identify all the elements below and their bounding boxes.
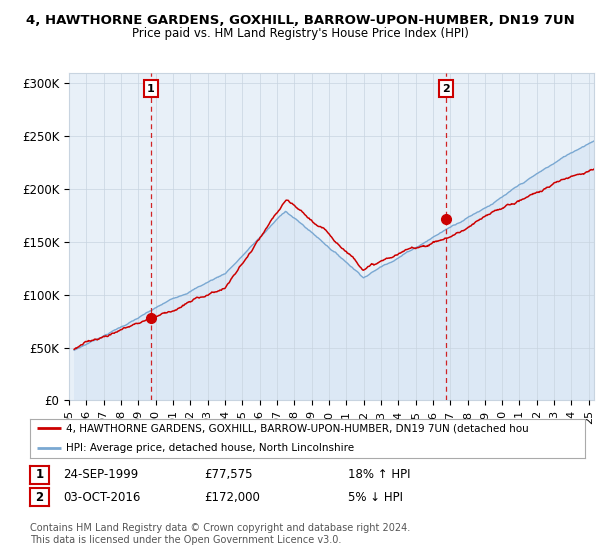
Text: 4, HAWTHORNE GARDENS, GOXHILL, BARROW-UPON-HUMBER, DN19 7UN: 4, HAWTHORNE GARDENS, GOXHILL, BARROW-UP… [26, 14, 574, 27]
Text: £172,000: £172,000 [204, 491, 260, 504]
Text: Contains HM Land Registry data © Crown copyright and database right 2024.: Contains HM Land Registry data © Crown c… [30, 522, 410, 533]
Text: 2: 2 [442, 83, 450, 94]
Text: 2: 2 [35, 491, 44, 504]
Text: Price paid vs. HM Land Registry's House Price Index (HPI): Price paid vs. HM Land Registry's House … [131, 27, 469, 40]
Text: 5% ↓ HPI: 5% ↓ HPI [348, 491, 403, 504]
Text: 1: 1 [147, 83, 155, 94]
Text: 18% ↑ HPI: 18% ↑ HPI [348, 468, 410, 482]
Text: 1: 1 [35, 468, 44, 482]
Text: HPI: Average price, detached house, North Lincolnshire: HPI: Average price, detached house, Nort… [66, 442, 354, 452]
Text: This data is licensed under the Open Government Licence v3.0.: This data is licensed under the Open Gov… [30, 535, 341, 545]
Text: 24-SEP-1999: 24-SEP-1999 [63, 468, 138, 482]
Text: £77,575: £77,575 [204, 468, 253, 482]
Text: 4, HAWTHORNE GARDENS, GOXHILL, BARROW-UPON-HUMBER, DN19 7UN (detached hou: 4, HAWTHORNE GARDENS, GOXHILL, BARROW-UP… [66, 423, 529, 433]
Text: 03-OCT-2016: 03-OCT-2016 [63, 491, 140, 504]
